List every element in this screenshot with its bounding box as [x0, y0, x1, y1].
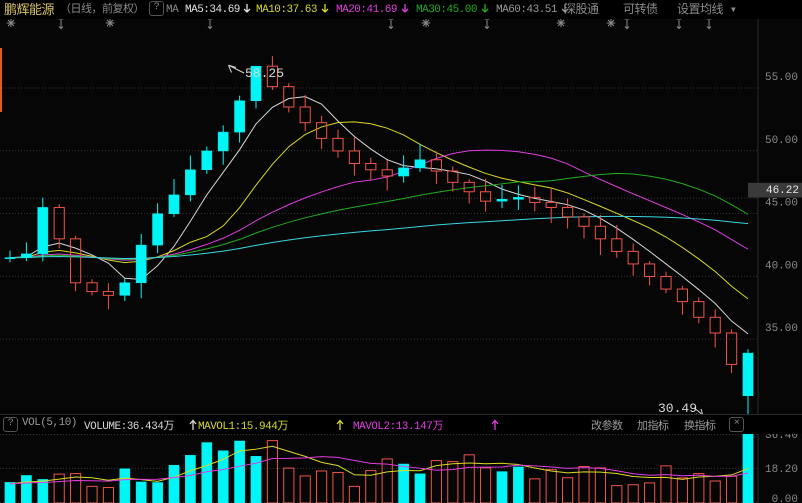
svg-text:55.00: 55.00 — [765, 72, 798, 84]
svg-text:18.20: 18.20 — [765, 464, 798, 476]
svg-text:45.00: 45.00 — [765, 198, 798, 210]
svg-text:50.00: 50.00 — [765, 135, 798, 147]
svg-text:36.40: 36.40 — [765, 434, 798, 442]
svg-text:35.00: 35.00 — [765, 323, 798, 335]
svg-text:58.25: 58.25 — [245, 66, 284, 81]
svg-text:0.00: 0.00 — [772, 494, 798, 503]
svg-text:46.22: 46.22 — [766, 185, 799, 197]
svg-text:30.49: 30.49 — [658, 401, 697, 414]
svg-text:40.00: 40.00 — [765, 260, 798, 272]
